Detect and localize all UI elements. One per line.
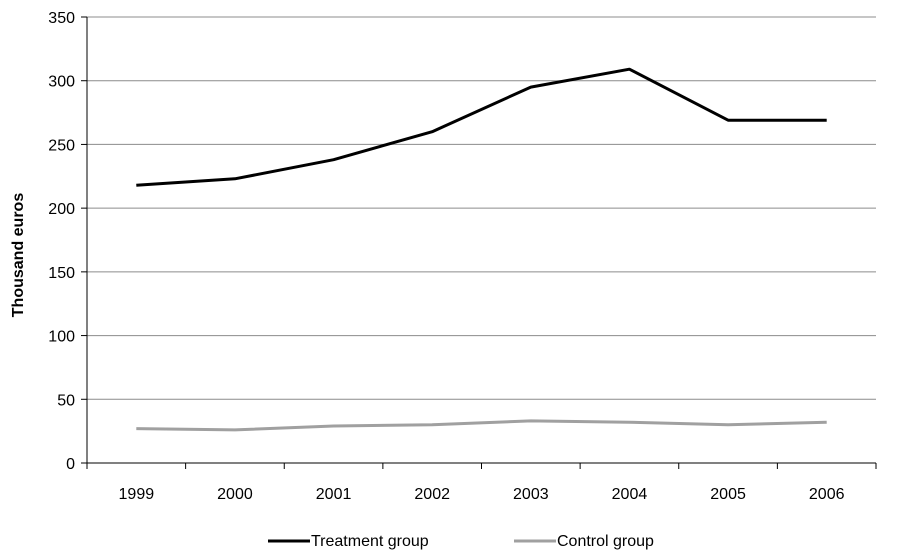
y-tick-label: 200 <box>48 201 75 218</box>
y-tick-label: 0 <box>66 456 75 473</box>
x-tick-label: 1999 <box>119 486 155 503</box>
x-tick-label: 2000 <box>217 486 253 503</box>
y-tick-label: 100 <box>48 329 75 346</box>
x-tick-label: 2005 <box>710 486 746 503</box>
axes <box>81 16 877 469</box>
y-tick-label: 250 <box>48 137 75 154</box>
x-tick-label: 2002 <box>414 486 450 503</box>
tick-labels: 0 50 100 150 200 250 300 350 1999 2000 2001 2002 200… <box>48 10 844 503</box>
legend-label: Control group <box>557 533 654 550</box>
series-line-control-group <box>136 419 827 432</box>
y-tick-label: 350 <box>48 10 75 27</box>
legend: Treatment group Control group <box>268 533 654 550</box>
legend-label: Treatment group <box>311 533 429 550</box>
x-tick-label: 2004 <box>612 486 648 503</box>
x-tick-label: 2006 <box>809 486 845 503</box>
x-tick-label: 2003 <box>513 486 549 503</box>
y-axis-title: Thousand euros <box>10 193 27 318</box>
series-line-treatment-group <box>136 67 827 187</box>
y-tick-label: 150 <box>48 265 75 282</box>
y-tick-label: 50 <box>57 392 75 409</box>
gridlines <box>87 16 876 400</box>
series-lines <box>136 67 827 432</box>
y-tick-label: 300 <box>48 74 75 91</box>
x-tick-label: 2001 <box>316 486 352 503</box>
